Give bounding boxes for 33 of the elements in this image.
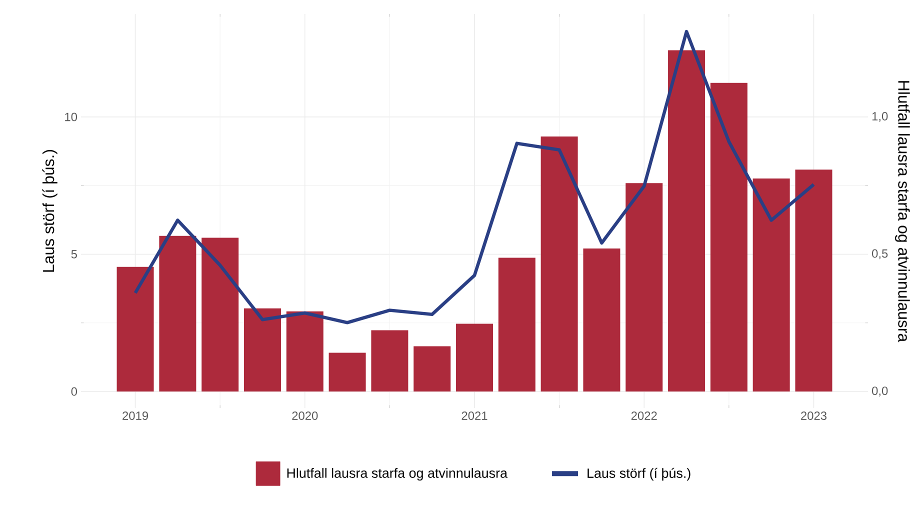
y2-axis-title: Hlutfall lausra starfa og atvinnulausra [894, 81, 910, 342]
bar [498, 258, 536, 392]
bar [456, 324, 494, 392]
bar [795, 170, 832, 392]
x-tick-label: 2019 [122, 412, 148, 420]
bar [626, 183, 663, 392]
legend-label: Laus störf (í þús.) [588, 468, 690, 481]
x-tick-label: 2020 [292, 412, 318, 420]
bar [202, 238, 239, 392]
y-tick-label: 5 [71, 250, 77, 258]
bar [328, 352, 366, 392]
x-tick-label: 2023 [801, 412, 827, 420]
bar [414, 346, 451, 392]
bar [668, 50, 706, 392]
bar [159, 236, 196, 392]
bar [540, 136, 578, 392]
bar [710, 82, 748, 392]
line-series [134, 30, 816, 324]
bar [244, 308, 281, 392]
y2-tick-label: 1,0 [872, 112, 888, 122]
x-tick-label: 2021 [462, 412, 488, 420]
bar [752, 178, 790, 392]
y-axis-title: Laus störf (í þús.) [42, 150, 58, 272]
bar [371, 330, 408, 392]
bar [286, 311, 324, 392]
y2-tick-label: 0,5 [872, 249, 888, 260]
x-tick-label: 2022 [631, 412, 657, 420]
bar [583, 248, 620, 392]
y-tick-label: 10 [65, 112, 78, 122]
y2-tick-label: 0,0 [872, 386, 888, 396]
y-tick-label: 0 [71, 387, 78, 396]
bar [116, 266, 154, 392]
legend-label: Hlutfall lausra starfa og atvinnulausra [287, 468, 508, 481]
